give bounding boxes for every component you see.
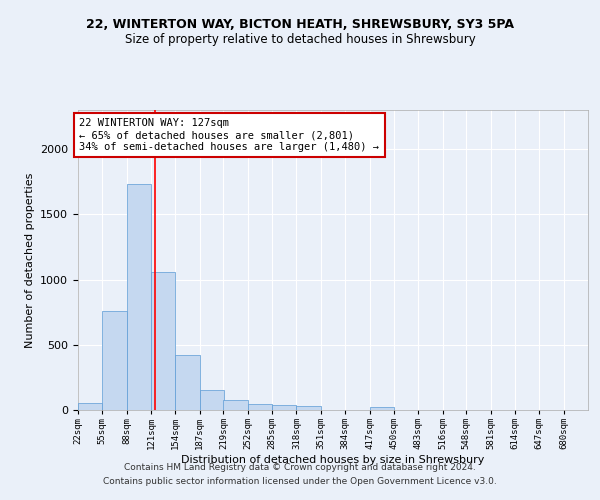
Bar (78, 403, 103, 410)
Bar (175, 355, 200, 410)
Bar (370, 408, 394, 410)
Text: 22, WINTERTON WAY, BICTON HEATH, SHREWSBURY, SY3 5PA: 22, WINTERTON WAY, BICTON HEATH, SHREWSB… (86, 18, 514, 30)
Bar (248, 404, 272, 410)
Text: 22 WINTERTON WAY: 127sqm
← 65% of detached houses are smaller (2,801)
34% of sem: 22 WINTERTON WAY: 127sqm ← 65% of detach… (79, 118, 379, 152)
X-axis label: Distribution of detached houses by size in Shrewsbury: Distribution of detached houses by size … (181, 455, 485, 465)
Text: Contains public sector information licensed under the Open Government Licence v3: Contains public sector information licen… (103, 477, 497, 486)
Bar (151, 272, 175, 410)
Bar (127, 184, 151, 410)
Text: Size of property relative to detached houses in Shrewsbury: Size of property relative to detached ho… (125, 32, 475, 46)
Bar (296, 406, 321, 410)
Bar (272, 405, 296, 410)
Y-axis label: Number of detached properties: Number of detached properties (25, 172, 35, 348)
Text: Contains HM Land Registry data © Crown copyright and database right 2024.: Contains HM Land Registry data © Crown c… (124, 464, 476, 472)
Bar (103, 311, 127, 410)
Bar (200, 390, 224, 410)
Bar (223, 400, 248, 410)
